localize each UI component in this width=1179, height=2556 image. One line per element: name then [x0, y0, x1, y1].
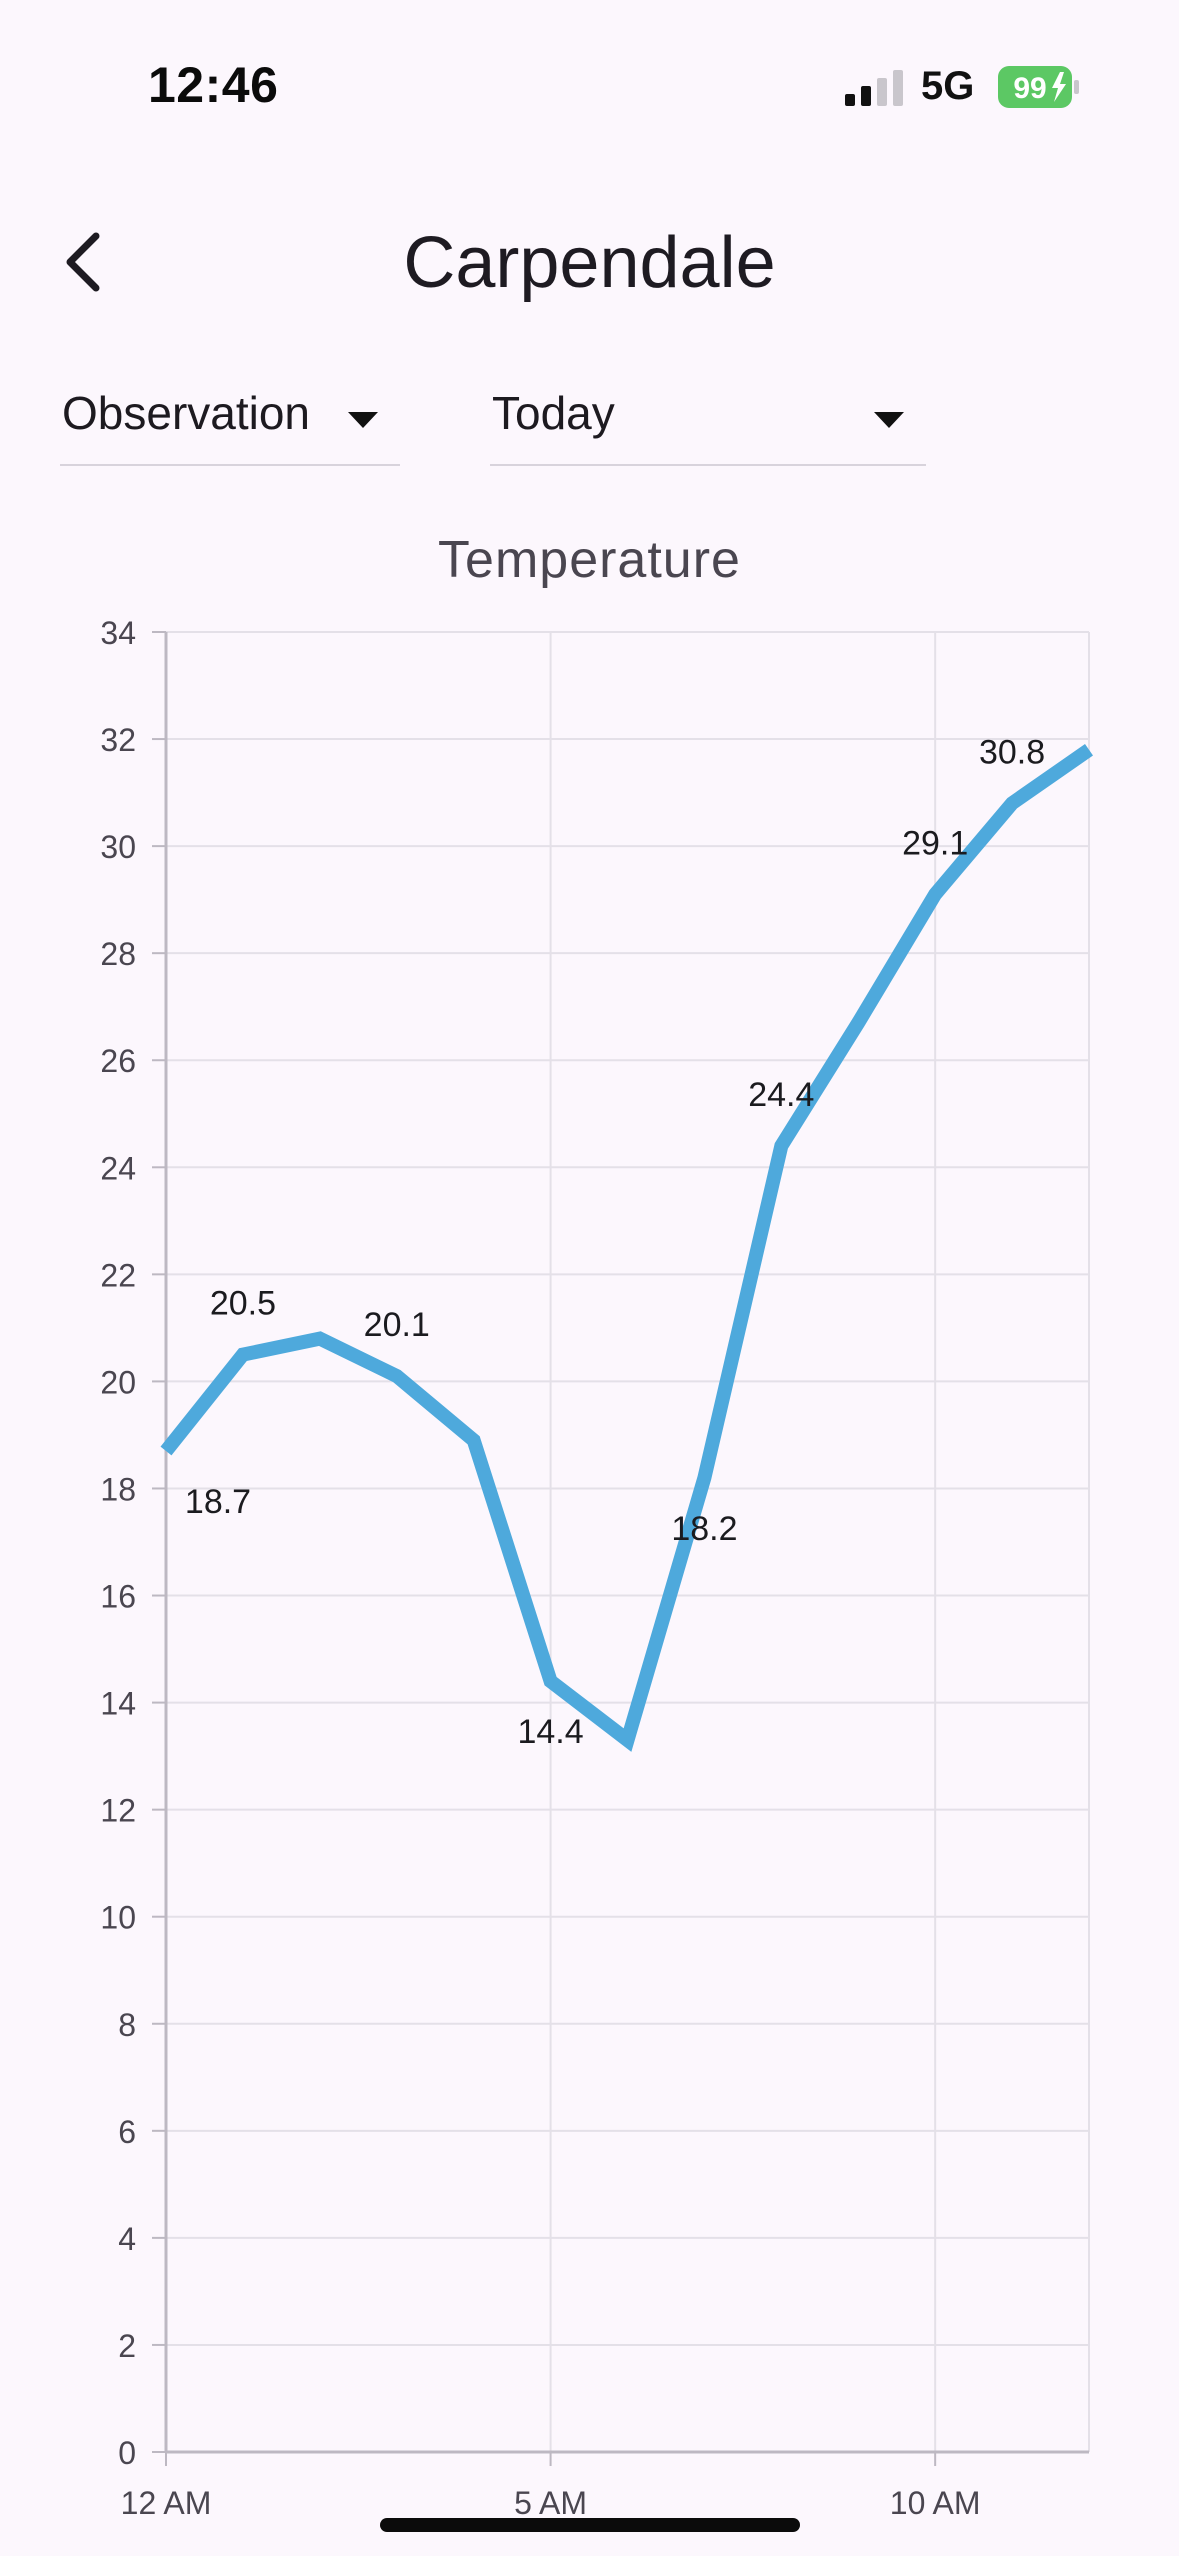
y-tick-label: 26 — [100, 1043, 136, 1079]
home-indicator — [380, 2518, 800, 2532]
y-tick-label: 32 — [100, 722, 136, 758]
battery-level: 99 — [1013, 72, 1046, 105]
temperature-series-line — [160, 744, 1093, 1752]
y-tick-label: 8 — [118, 2007, 136, 2043]
dropdown-arrow-icon — [348, 412, 378, 428]
status-bar: 12:46 5G 99 — [0, 0, 1179, 170]
y-tick-label: 22 — [100, 1257, 136, 1293]
y-tick-label: 6 — [118, 2114, 136, 2150]
y-tick-label: 12 — [100, 1793, 136, 1829]
dropdown-arrow-icon — [874, 412, 904, 428]
data-label: 29.1 — [902, 824, 968, 862]
data-label: 20.1 — [364, 1306, 430, 1344]
observation-dropdown-label: Observation — [62, 387, 311, 439]
y-tick-label: 30 — [100, 829, 136, 865]
chart-title: Temperature — [438, 531, 741, 589]
data-label: 30.8 — [979, 733, 1045, 771]
data-label: 14.4 — [517, 1713, 583, 1751]
page-title: Carpendale — [403, 223, 776, 303]
y-tick-label: 10 — [100, 1900, 136, 1936]
y-tick-label: 28 — [100, 936, 136, 972]
data-label: 20.5 — [210, 1285, 276, 1323]
data-label: 24.4 — [748, 1076, 814, 1114]
charging-bolt-icon — [1052, 72, 1066, 102]
period-dropdown-label: Today — [492, 387, 615, 439]
network-type: 5G — [921, 64, 975, 108]
chevron-left-icon — [66, 232, 100, 292]
y-tick-label: 2 — [118, 2328, 136, 2364]
y-tick-label: 14 — [100, 1686, 136, 1722]
battery-icon: 99 — [998, 66, 1079, 108]
x-tick-label: 5 AM — [514, 2485, 587, 2521]
back-button[interactable] — [48, 222, 128, 302]
y-tick-label: 20 — [100, 1364, 136, 1400]
x-tick-label: 10 AM — [890, 2485, 981, 2521]
y-tick-label: 0 — [118, 2435, 136, 2471]
app-bar: Carpendale — [0, 200, 1179, 330]
data-label: 18.2 — [671, 1510, 737, 1548]
period-dropdown[interactable]: Today — [490, 372, 926, 466]
y-tick-label: 4 — [118, 2221, 136, 2257]
y-tick-label: 24 — [100, 1150, 136, 1186]
data-label: 18.7 — [185, 1483, 251, 1521]
status-time: 12:46 — [148, 57, 279, 113]
y-tick-label: 18 — [100, 1471, 136, 1507]
y-tick-label: 16 — [100, 1579, 136, 1615]
y-tick-label: 34 — [100, 615, 136, 651]
cellular-signal-icon — [845, 70, 903, 106]
observation-dropdown[interactable]: Observation — [60, 372, 400, 466]
x-tick-label: 12 AM — [121, 2485, 212, 2521]
